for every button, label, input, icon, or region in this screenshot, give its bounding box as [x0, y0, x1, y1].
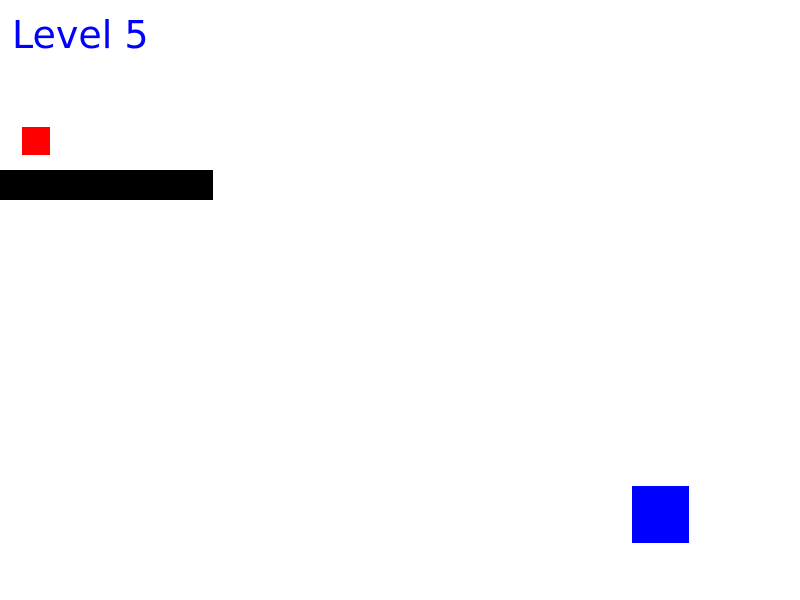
- goal-square: [632, 486, 689, 543]
- level-label: Level 5: [12, 13, 149, 57]
- platform-bar: [0, 170, 213, 200]
- player-square: [22, 127, 50, 155]
